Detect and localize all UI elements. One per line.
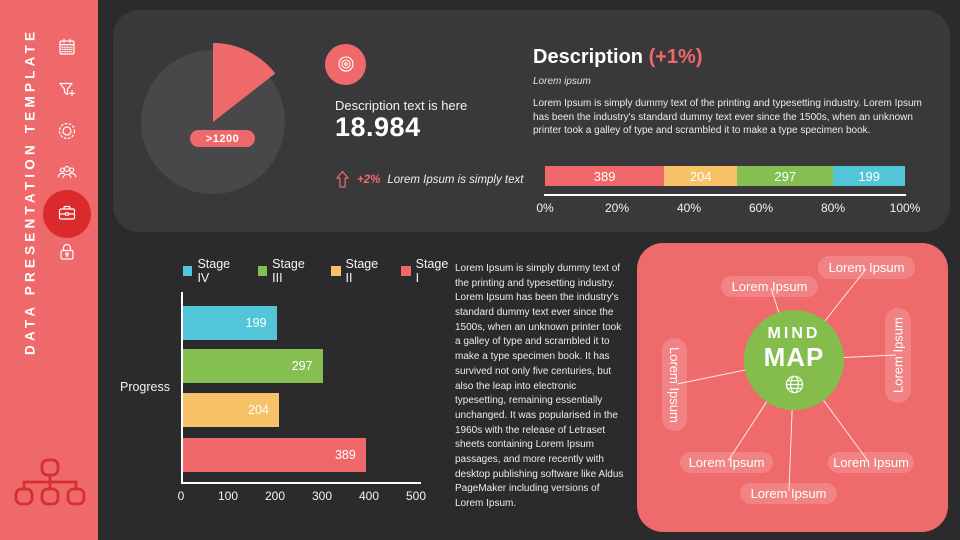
badge-gear-icon[interactable]	[50, 114, 84, 148]
mindmap-node-left: Lorem Ipsum	[662, 338, 687, 431]
lock-icon[interactable]	[50, 235, 84, 269]
mindmap-node-right: Lorem Ipsum	[885, 308, 911, 403]
target-icon	[325, 44, 366, 85]
axis-tick: 0	[177, 489, 185, 503]
bar-stage4: 199	[183, 306, 277, 340]
body-paragraph: Lorem Ipsum is simply dummy text of the …	[455, 263, 624, 509]
progress-bar-chart: Stage IV Stage III Stage II Stage I Prog…	[113, 240, 453, 530]
axis-tick: 300	[311, 489, 333, 503]
bar-value: 297	[291, 359, 313, 373]
axis-tick: 100%	[889, 201, 921, 215]
legend-item-stage2: Stage II	[331, 257, 386, 285]
mindmap-center: MIND MAP	[744, 310, 844, 410]
bar-value: 389	[334, 448, 356, 462]
sidebar-title: DATA PRESENTATION TEMPLATE	[22, 27, 38, 355]
legend-item-stage4: Stage IV	[183, 257, 243, 285]
description-title-text: Description	[533, 46, 644, 68]
legend-item-stage3: Stage III	[257, 257, 316, 285]
stacked-segment-value: 389	[593, 168, 616, 184]
legend-label: Stage II	[345, 257, 379, 285]
metric-value: 18.984	[335, 112, 421, 142]
mindmap-title-line2: MAP	[763, 341, 825, 372]
axis-tick: 200	[264, 489, 286, 503]
stacked-bar-chart: 389 204 297 199	[545, 166, 905, 186]
x-axis-ticks: 0 100 200 300 400 500	[177, 489, 426, 503]
mindmap-node-bottom-center: Lorem Ipsum	[740, 483, 837, 504]
description-body: Lorem Ipsum is simply dummy text of the …	[533, 98, 922, 137]
y-axis-label: Progress	[119, 380, 171, 394]
bar-stage1: 389	[183, 438, 366, 472]
users-icon[interactable]	[50, 155, 84, 189]
calendar-icon[interactable]	[50, 30, 84, 64]
stacked-segment-stage1: 389	[545, 166, 665, 186]
legend-swatch	[401, 266, 411, 276]
bar-value: 204	[248, 403, 269, 417]
description-delta: (+1%)	[648, 46, 703, 68]
legend-label: Stage IV	[197, 257, 231, 285]
axis-tick: 0%	[536, 201, 554, 215]
stacked-axis-ticks: 0% 20% 40% 60% 80% 100%	[536, 201, 920, 215]
stacked-segment-stage4: 199	[833, 166, 905, 186]
active-nav-highlight	[43, 190, 91, 238]
legend-swatch	[331, 266, 341, 276]
pie-slice	[213, 42, 276, 122]
bar-value: 199	[245, 316, 267, 330]
legend-label: Stage I	[415, 257, 449, 285]
description-title: Description (+1%)	[533, 46, 703, 69]
mindmap-node-bottom-right: Lorem Ipsum	[828, 452, 914, 473]
chart-legend: Stage IV Stage III Stage II Stage I	[183, 257, 453, 285]
mindmap-panel: MIND MAP Lorem Ipsum Lorem Ipsum Lorem I…	[637, 243, 948, 532]
stacked-segment-value: 199	[858, 168, 881, 184]
trend-value: +2%	[357, 173, 381, 186]
org-chart-icon	[13, 458, 87, 516]
legend-swatch	[257, 266, 268, 276]
axis-tick: 500	[405, 489, 427, 503]
x-axis-line	[181, 482, 421, 484]
axis-tick: 400	[358, 489, 380, 503]
mindmap-node-top-right: Lorem Ipsum	[818, 256, 915, 279]
filter-plus-icon[interactable]	[50, 73, 84, 107]
pie-badge: >1200	[190, 130, 255, 147]
pie-chart	[141, 42, 285, 194]
globe-icon	[783, 373, 806, 396]
stacked-segment-stage3: 297	[737, 166, 834, 186]
stacked-segment-stage2: 204	[664, 166, 738, 186]
mindmap-title-line1: MIND	[767, 324, 821, 342]
arrow-up-icon	[335, 170, 350, 189]
bar-stage2: 204	[183, 393, 279, 427]
legend-item-stage1: Stage I	[401, 257, 453, 285]
metric-caption: Description text is here	[335, 98, 468, 113]
description-subtitle: Lorem ipsum	[533, 76, 591, 87]
stacked-segment-value: 204	[689, 168, 712, 184]
axis-tick: 80%	[820, 201, 846, 215]
mindmap-node-bottom-left: Lorem Ipsum	[680, 452, 773, 473]
stacked-axis-line	[544, 194, 906, 196]
trend-row: +2% Lorem Ipsum is simply text	[335, 170, 523, 189]
stacked-segment-value: 297	[774, 168, 797, 184]
sidebar: DATA PRESENTATION TEMPLATE	[0, 0, 98, 540]
y-axis-line	[181, 292, 183, 484]
axis-tick: 100	[217, 489, 239, 503]
mindmap-node-upper-left: Lorem Ipsum	[721, 276, 818, 297]
legend-label: Stage III	[272, 257, 305, 285]
axis-tick: 60%	[748, 201, 774, 215]
bar-stage3: 297	[183, 349, 323, 383]
trend-note: Lorem Ipsum is simply text	[387, 173, 524, 186]
axis-tick: 20%	[604, 201, 630, 215]
overview-panel: >1200 Description text is here 18.984 +2…	[113, 10, 950, 232]
axis-tick: 40%	[676, 201, 702, 215]
briefcase-icon[interactable]	[50, 196, 84, 230]
legend-swatch	[183, 266, 193, 276]
